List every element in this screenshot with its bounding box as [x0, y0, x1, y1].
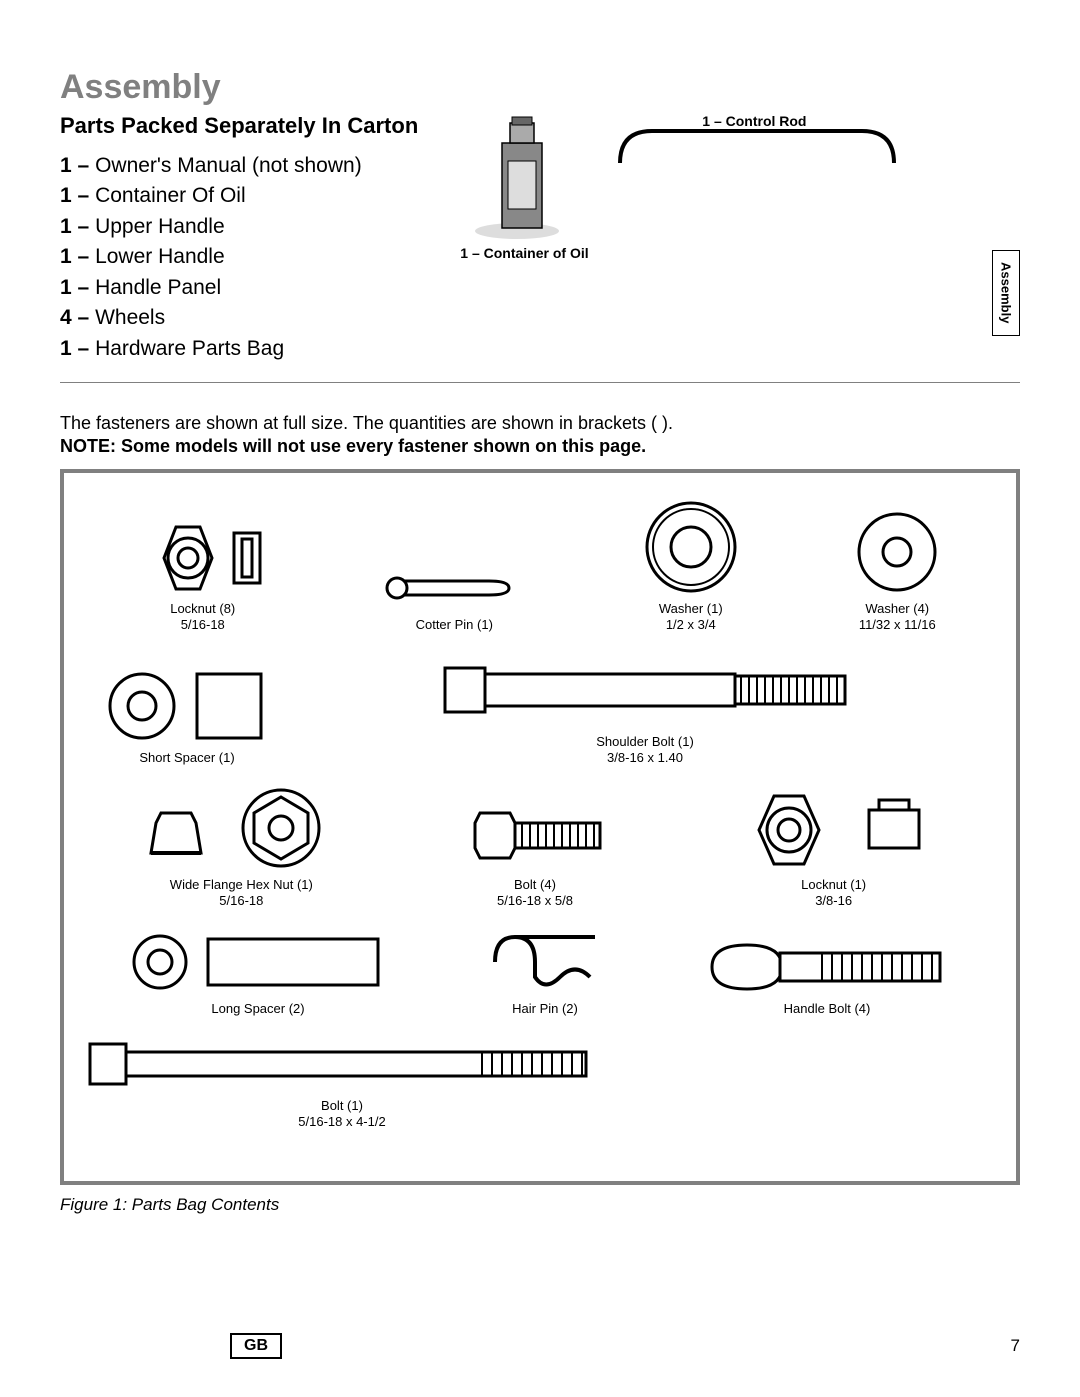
fastener-item: Locknut (1)3/8-16 — [729, 788, 939, 908]
locknut2-icon — [729, 788, 939, 873]
list-item: 1 – Lower Handle — [60, 242, 418, 272]
side-tab: Assembly — [992, 250, 1020, 336]
fastener-row: Bolt (1)5/16-18 x 4-1/2 — [82, 1034, 998, 1129]
oil-label: 1 – Container of Oil — [460, 245, 588, 261]
fastener-item: Wide Flange Hex Nut (1)5/16-18 — [141, 783, 341, 908]
top-section: Parts Packed Separately In Carton 1 – Ow… — [60, 113, 1020, 364]
fastener-item: Bolt (1)5/16-18 x 4-1/2 — [82, 1034, 602, 1129]
page-footer: GB 7 — [60, 1333, 1020, 1359]
fastener-item: Short Spacer (1) — [82, 666, 292, 766]
intro-text: The fasteners are shown at full size. Th… — [60, 413, 1020, 434]
control-rod-label: 1 – Control Rod — [702, 113, 806, 129]
washer-small-icon — [852, 507, 942, 597]
list-item: 4 – Wheels — [60, 303, 418, 333]
flange-nut-icon — [141, 783, 341, 873]
list-item: 1 – Owner's Manual (not shown) — [60, 151, 418, 181]
hair-pin-icon — [480, 927, 610, 997]
locknut-icon — [138, 519, 268, 597]
fastener-item: Shoulder Bolt (1)3/8-16 x 1.40 — [292, 650, 998, 765]
top-illustrations: 1 – Container of Oil 1 – Control Rod — [442, 113, 1020, 283]
fastener-item: Handle Bolt (4) — [702, 937, 952, 1017]
fastener-item: Hair Pin (2) — [480, 927, 610, 1017]
oil-bottle-icon — [462, 113, 582, 243]
section-title: Assembly — [60, 68, 1020, 107]
fastener-row: Locknut (8)5/16-18 Cotter Pin (1) Washer… — [82, 497, 998, 632]
language-badge: GB — [230, 1333, 282, 1359]
fastener-row: Short Spacer (1) — [82, 650, 998, 765]
list-item: 1 – Container Of Oil — [60, 181, 418, 211]
fastener-row: Long Spacer (2) Hair Pin (2) — [82, 927, 998, 1017]
note-text: NOTE: Some models will not use every fas… — [60, 436, 1020, 457]
figure-box: Locknut (8)5/16-18 Cotter Pin (1) Washer… — [60, 469, 1020, 1185]
long-spacer-icon — [128, 927, 388, 997]
fastener-item: Washer (1)1/2 x 3/4 — [641, 497, 741, 632]
parts-list: 1 – Owner's Manual (not shown) 1 – Conta… — [60, 151, 418, 364]
page: Assembly Parts Packed Separately In Cart… — [0, 0, 1080, 1397]
page-number: 7 — [1011, 1336, 1020, 1356]
fastener-item: Washer (4)11/32 x 11/16 — [852, 507, 942, 632]
figure-caption: Figure 1: Parts Bag Contents — [60, 1195, 1020, 1215]
cotter-pin-icon — [379, 563, 529, 613]
list-item: 1 – Upper Handle — [60, 212, 418, 242]
fastener-item: Locknut (8)5/16-18 — [138, 519, 268, 632]
handle-bolt-icon — [702, 937, 952, 997]
fastener-item: Cotter Pin (1) — [379, 563, 529, 633]
bolt-short-icon — [460, 793, 610, 873]
long-bolt-icon — [82, 1034, 602, 1094]
parts-subtitle: Parts Packed Separately In Carton — [60, 113, 418, 139]
fastener-item: Bolt (4)5/16-18 x 5/8 — [460, 793, 610, 908]
shoulder-bolt-icon — [435, 650, 855, 730]
short-spacer-icon — [102, 666, 272, 746]
fastener-item: Long Spacer (2) — [128, 927, 388, 1017]
divider — [60, 382, 1020, 383]
list-item: 1 – Handle Panel — [60, 273, 418, 303]
parts-column: Parts Packed Separately In Carton 1 – Ow… — [60, 113, 418, 364]
list-item: 1 – Hardware Parts Bag — [60, 334, 418, 364]
washer-large-icon — [641, 497, 741, 597]
fastener-row: Wide Flange Hex Nut (1)5/16-18 Bolt (4)5… — [82, 783, 998, 908]
